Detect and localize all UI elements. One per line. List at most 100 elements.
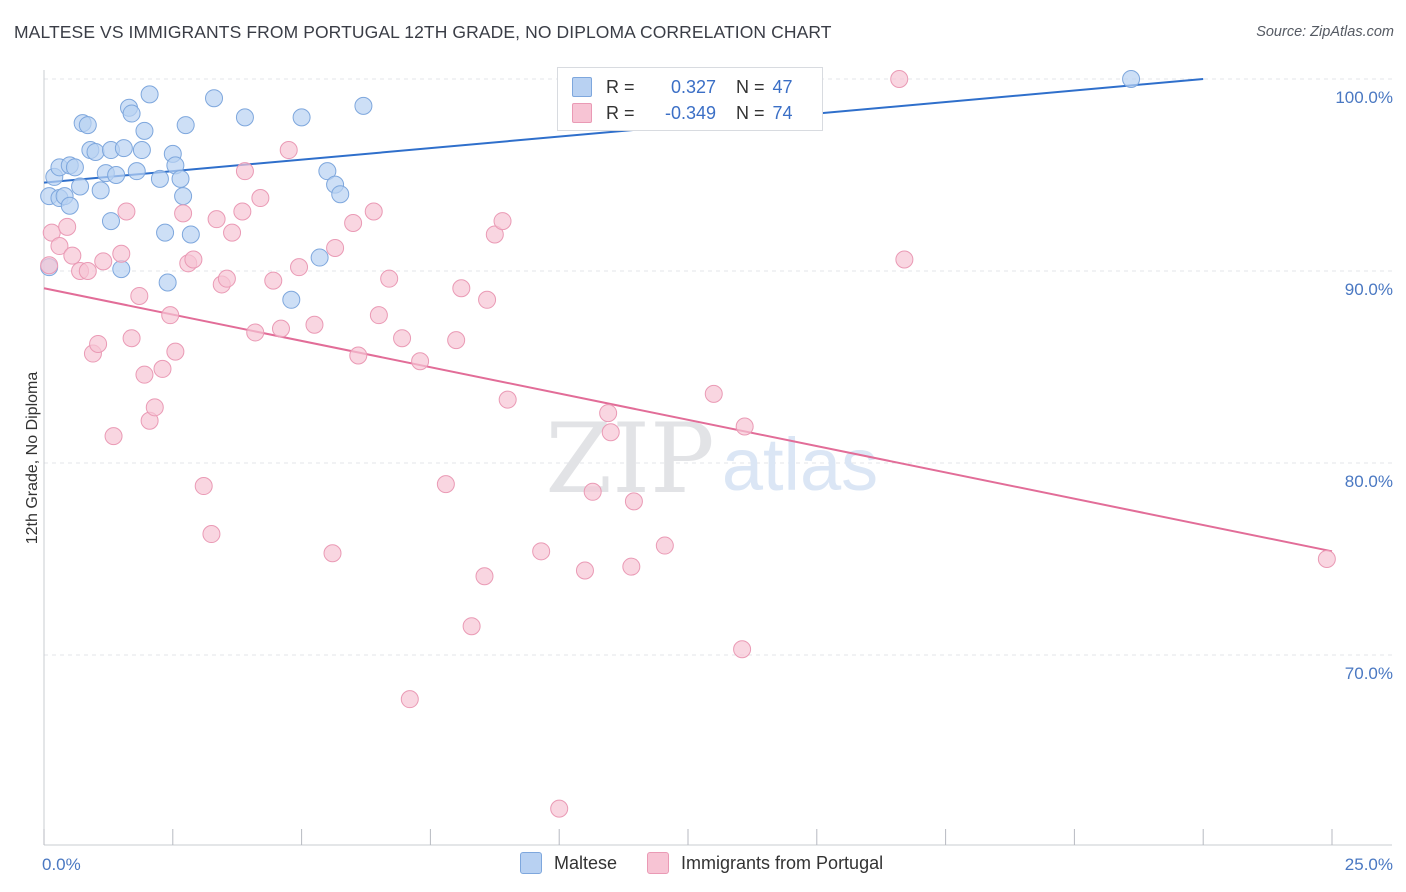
legend-swatch-blue — [520, 852, 542, 874]
data-point-pink — [279, 141, 298, 160]
data-point-pink — [583, 482, 602, 501]
data-point-pink — [400, 690, 419, 709]
data-point-blue — [181, 225, 200, 244]
data-point-blue — [176, 116, 195, 135]
data-point-pink — [233, 202, 252, 221]
data-point-blue — [235, 108, 254, 127]
data-point-pink — [153, 359, 172, 378]
y-tick-label: 100.0% — [1335, 88, 1393, 107]
data-point-pink — [246, 323, 265, 342]
legend-swatch-pink — [647, 852, 670, 874]
data-point-pink — [733, 640, 752, 659]
data-point-pink — [704, 384, 723, 403]
data-point-blue — [156, 223, 175, 242]
legend-swatch-pink — [572, 103, 592, 123]
legend-row-portugal: R = -0.349 N = 74 — [572, 100, 793, 126]
data-point-pink — [194, 477, 213, 496]
x-tick-label: 0.0% — [42, 855, 81, 874]
legend-n-value: 47 — [772, 76, 793, 97]
data-point-blue — [78, 116, 97, 135]
data-point-blue — [318, 162, 337, 181]
data-point-blue — [86, 142, 105, 161]
data-point-blue — [135, 121, 154, 140]
data-point-pink — [223, 223, 242, 242]
data-point-blue — [112, 260, 131, 279]
data-point-blue — [101, 212, 120, 231]
data-point-pink — [326, 238, 345, 257]
watermark-atlas: atlas — [722, 423, 878, 506]
data-point-pink — [202, 525, 221, 544]
data-point-pink — [498, 390, 517, 409]
data-point-pink — [447, 331, 466, 350]
data-point-blue — [65, 158, 84, 177]
series-legend: Maltese Immigrants from Portugal — [520, 852, 913, 874]
data-point-pink — [369, 306, 388, 325]
data-point-pink — [493, 212, 512, 231]
data-point-blue — [127, 162, 146, 181]
data-point-pink — [411, 352, 430, 371]
data-point-pink — [130, 286, 149, 305]
data-point-blue — [114, 139, 133, 158]
data-point-pink — [290, 258, 309, 277]
legend-item-portugal[interactable]: Immigrants from Portugal — [647, 852, 883, 874]
data-point-pink — [462, 617, 481, 636]
data-point-pink — [601, 423, 620, 442]
data-point-blue — [310, 248, 329, 267]
data-point-pink — [532, 542, 551, 561]
data-point-blue — [140, 85, 159, 104]
data-point-blue — [107, 166, 126, 184]
data-point-pink — [890, 70, 909, 88]
legend-label-maltese: Maltese — [554, 852, 618, 873]
data-point-pink — [104, 427, 123, 446]
data-point-pink — [251, 189, 270, 208]
data-point-pink — [478, 290, 497, 309]
data-point-pink — [94, 252, 113, 271]
stats-legend: R = 0.327 N = 47 R = -0.349 N = 74 — [557, 67, 823, 131]
legend-label-portugal: Immigrants from Portugal — [681, 852, 884, 873]
data-point-pink — [323, 544, 342, 563]
data-point-blue — [331, 185, 350, 204]
legend-r-label: R = — [606, 76, 635, 97]
legend-r-value: -0.349 — [664, 102, 716, 123]
legend-item-maltese[interactable]: Maltese — [520, 852, 617, 874]
axes — [43, 70, 1392, 846]
data-point-pink — [135, 365, 154, 384]
data-point-pink — [271, 319, 290, 338]
data-point-blue — [150, 169, 169, 188]
data-point-pink — [393, 329, 412, 348]
data-point-blue — [132, 141, 151, 160]
legend-n-value: 74 — [772, 102, 793, 123]
data-point-pink — [475, 567, 494, 586]
data-point-pink — [63, 246, 82, 265]
y-tick-label: 90.0% — [1345, 280, 1393, 299]
data-point-pink — [235, 162, 254, 181]
data-point-pink — [655, 536, 674, 555]
data-point-pink — [452, 279, 471, 298]
data-point-pink — [599, 404, 618, 423]
data-point-pink — [50, 237, 69, 256]
data-point-pink — [624, 492, 643, 511]
data-point-pink — [122, 329, 141, 348]
data-point-pink — [78, 262, 97, 280]
data-point-blue — [282, 290, 301, 309]
data-point-pink — [145, 398, 164, 417]
data-point-pink — [1317, 550, 1336, 568]
y-tick-label: 70.0% — [1345, 664, 1393, 683]
data-point-blue — [60, 196, 79, 215]
x-tick-label: 25.0% — [1345, 855, 1393, 874]
data-point-pink — [436, 475, 455, 494]
data-points — [40, 70, 1336, 818]
data-point-pink — [166, 342, 185, 361]
data-point-pink — [895, 250, 914, 269]
chart-title: MALTESE VS IMMIGRANTS FROM PORTUGAL 12TH… — [14, 22, 832, 42]
legend-r-value: 0.327 — [670, 76, 716, 97]
data-point-pink — [349, 346, 368, 365]
data-point-pink — [161, 306, 180, 325]
data-point-pink — [58, 217, 77, 236]
data-point-pink — [550, 799, 569, 818]
data-point-pink — [380, 269, 399, 288]
data-point-pink — [117, 202, 136, 221]
data-point-pink — [364, 202, 383, 221]
data-point-blue — [205, 89, 224, 108]
